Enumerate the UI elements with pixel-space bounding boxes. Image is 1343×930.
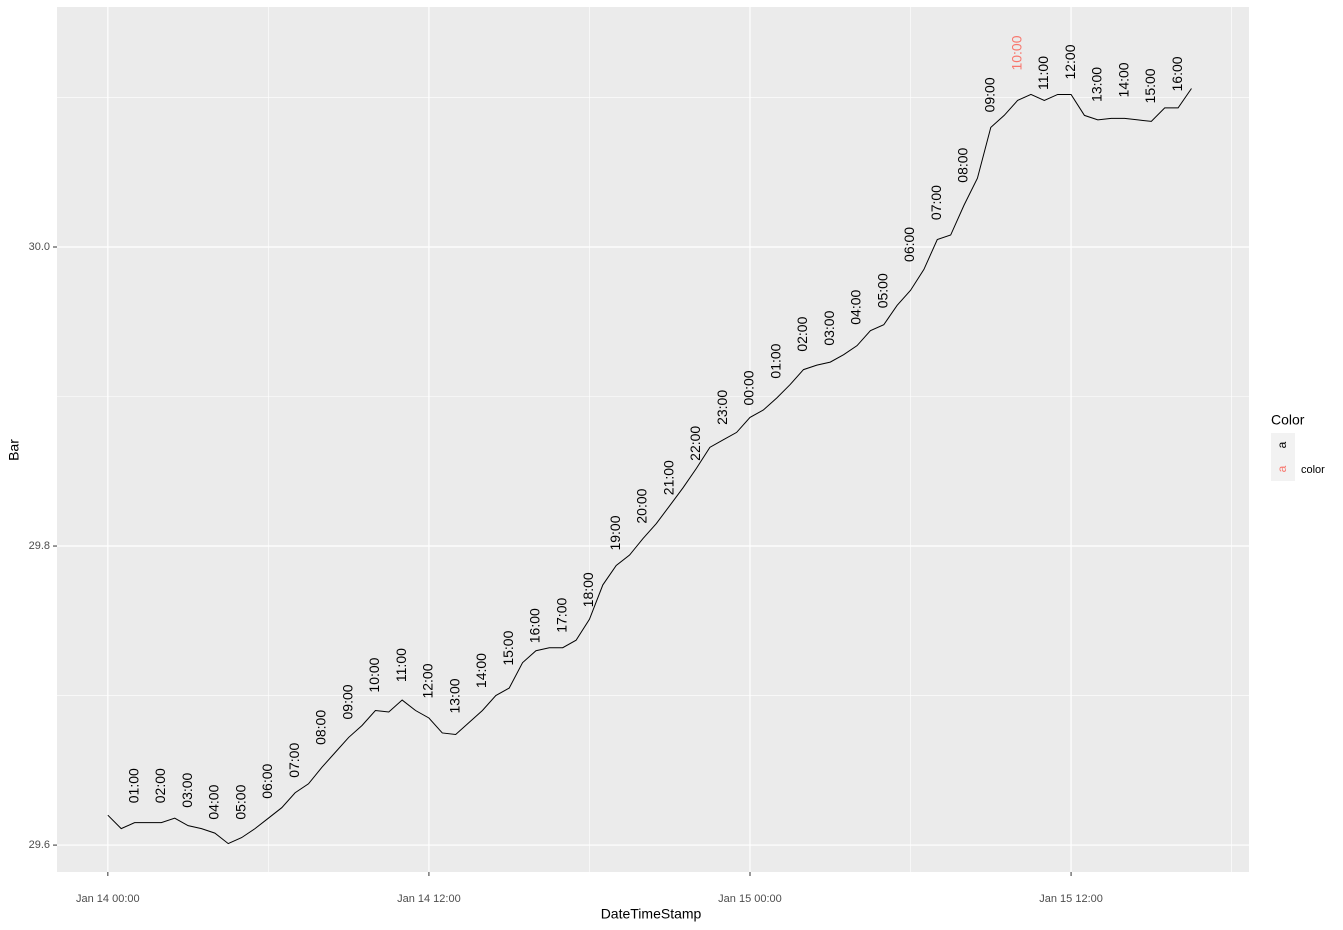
hour-label: 06:00	[901, 227, 917, 262]
hour-label: 21:00	[660, 460, 676, 495]
legend-label: color	[1301, 464, 1325, 476]
hour-label: 14:00	[1115, 62, 1131, 97]
hour-label: 11:00	[393, 648, 409, 682]
hour-label: 23:00	[714, 390, 730, 425]
hour-label: 03:00	[821, 310, 837, 345]
hour-label: 17:00	[553, 598, 569, 633]
plot-panel	[57, 7, 1249, 872]
y-axis-title: Bar	[6, 439, 22, 461]
hour-label: 09:00	[339, 684, 355, 719]
data-line	[107, 88, 1192, 845]
hour-label: 09:00	[982, 77, 998, 112]
hour-label: 04:00	[206, 784, 222, 819]
hour-label: 01:00	[125, 768, 141, 803]
hour-label: 13:00	[446, 678, 462, 713]
x-tick-label: Jan 14 00:00	[76, 893, 140, 905]
x-tick-label: Jan 14 12:00	[397, 893, 461, 905]
hour-label: 01:00	[767, 343, 783, 378]
hour-label: 16:00	[1169, 56, 1185, 91]
hour-label: 08:00	[313, 710, 329, 745]
x-tick-label: Jan 15 12:00	[1039, 893, 1103, 905]
x-tick-label: Jan 15 00:00	[718, 893, 782, 905]
hour-label: 14:00	[473, 653, 489, 688]
hour-label: 00:00	[741, 370, 757, 405]
y-tick-label: 30.0	[29, 241, 50, 253]
legend-key	[1271, 457, 1295, 481]
legend-key-symbol: a	[1275, 465, 1289, 472]
hour-label: 05:00	[874, 273, 890, 308]
hour-label: 18:00	[580, 572, 596, 607]
hour-label: 15:00	[1142, 68, 1158, 103]
hour-label: 05:00	[232, 784, 248, 819]
hour-label: 20:00	[634, 488, 650, 523]
hour-label: 12:00	[420, 663, 436, 698]
hour-label: 10:00	[1008, 35, 1024, 70]
x-axis-title: DateTimeStamp	[601, 906, 702, 922]
legend-key-symbol: a	[1275, 441, 1289, 448]
hour-label: 02:00	[794, 316, 810, 351]
hour-label: 02:00	[152, 768, 168, 803]
hour-label: 13:00	[1089, 67, 1105, 102]
hour-label: 15:00	[500, 630, 516, 665]
y-tick-label: 29.6	[29, 839, 50, 851]
hour-label: 07:00	[286, 743, 302, 778]
hour-label: 22:00	[687, 426, 703, 461]
hour-label: 07:00	[928, 185, 944, 220]
hour-label: 19:00	[607, 515, 623, 550]
legend-key	[1271, 433, 1295, 457]
hour-label: 03:00	[179, 772, 195, 807]
hour-label: 08:00	[955, 147, 971, 182]
hour-label: 04:00	[848, 289, 864, 324]
hour-label: 11:00	[1035, 56, 1051, 90]
hour-label: 06:00	[259, 763, 275, 798]
y-tick-label: 29.8	[29, 540, 50, 552]
hour-label: 10:00	[366, 657, 382, 692]
hour-label: 12:00	[1062, 44, 1078, 79]
hour-label: 16:00	[527, 608, 543, 643]
legend-title: Color	[1271, 412, 1305, 428]
